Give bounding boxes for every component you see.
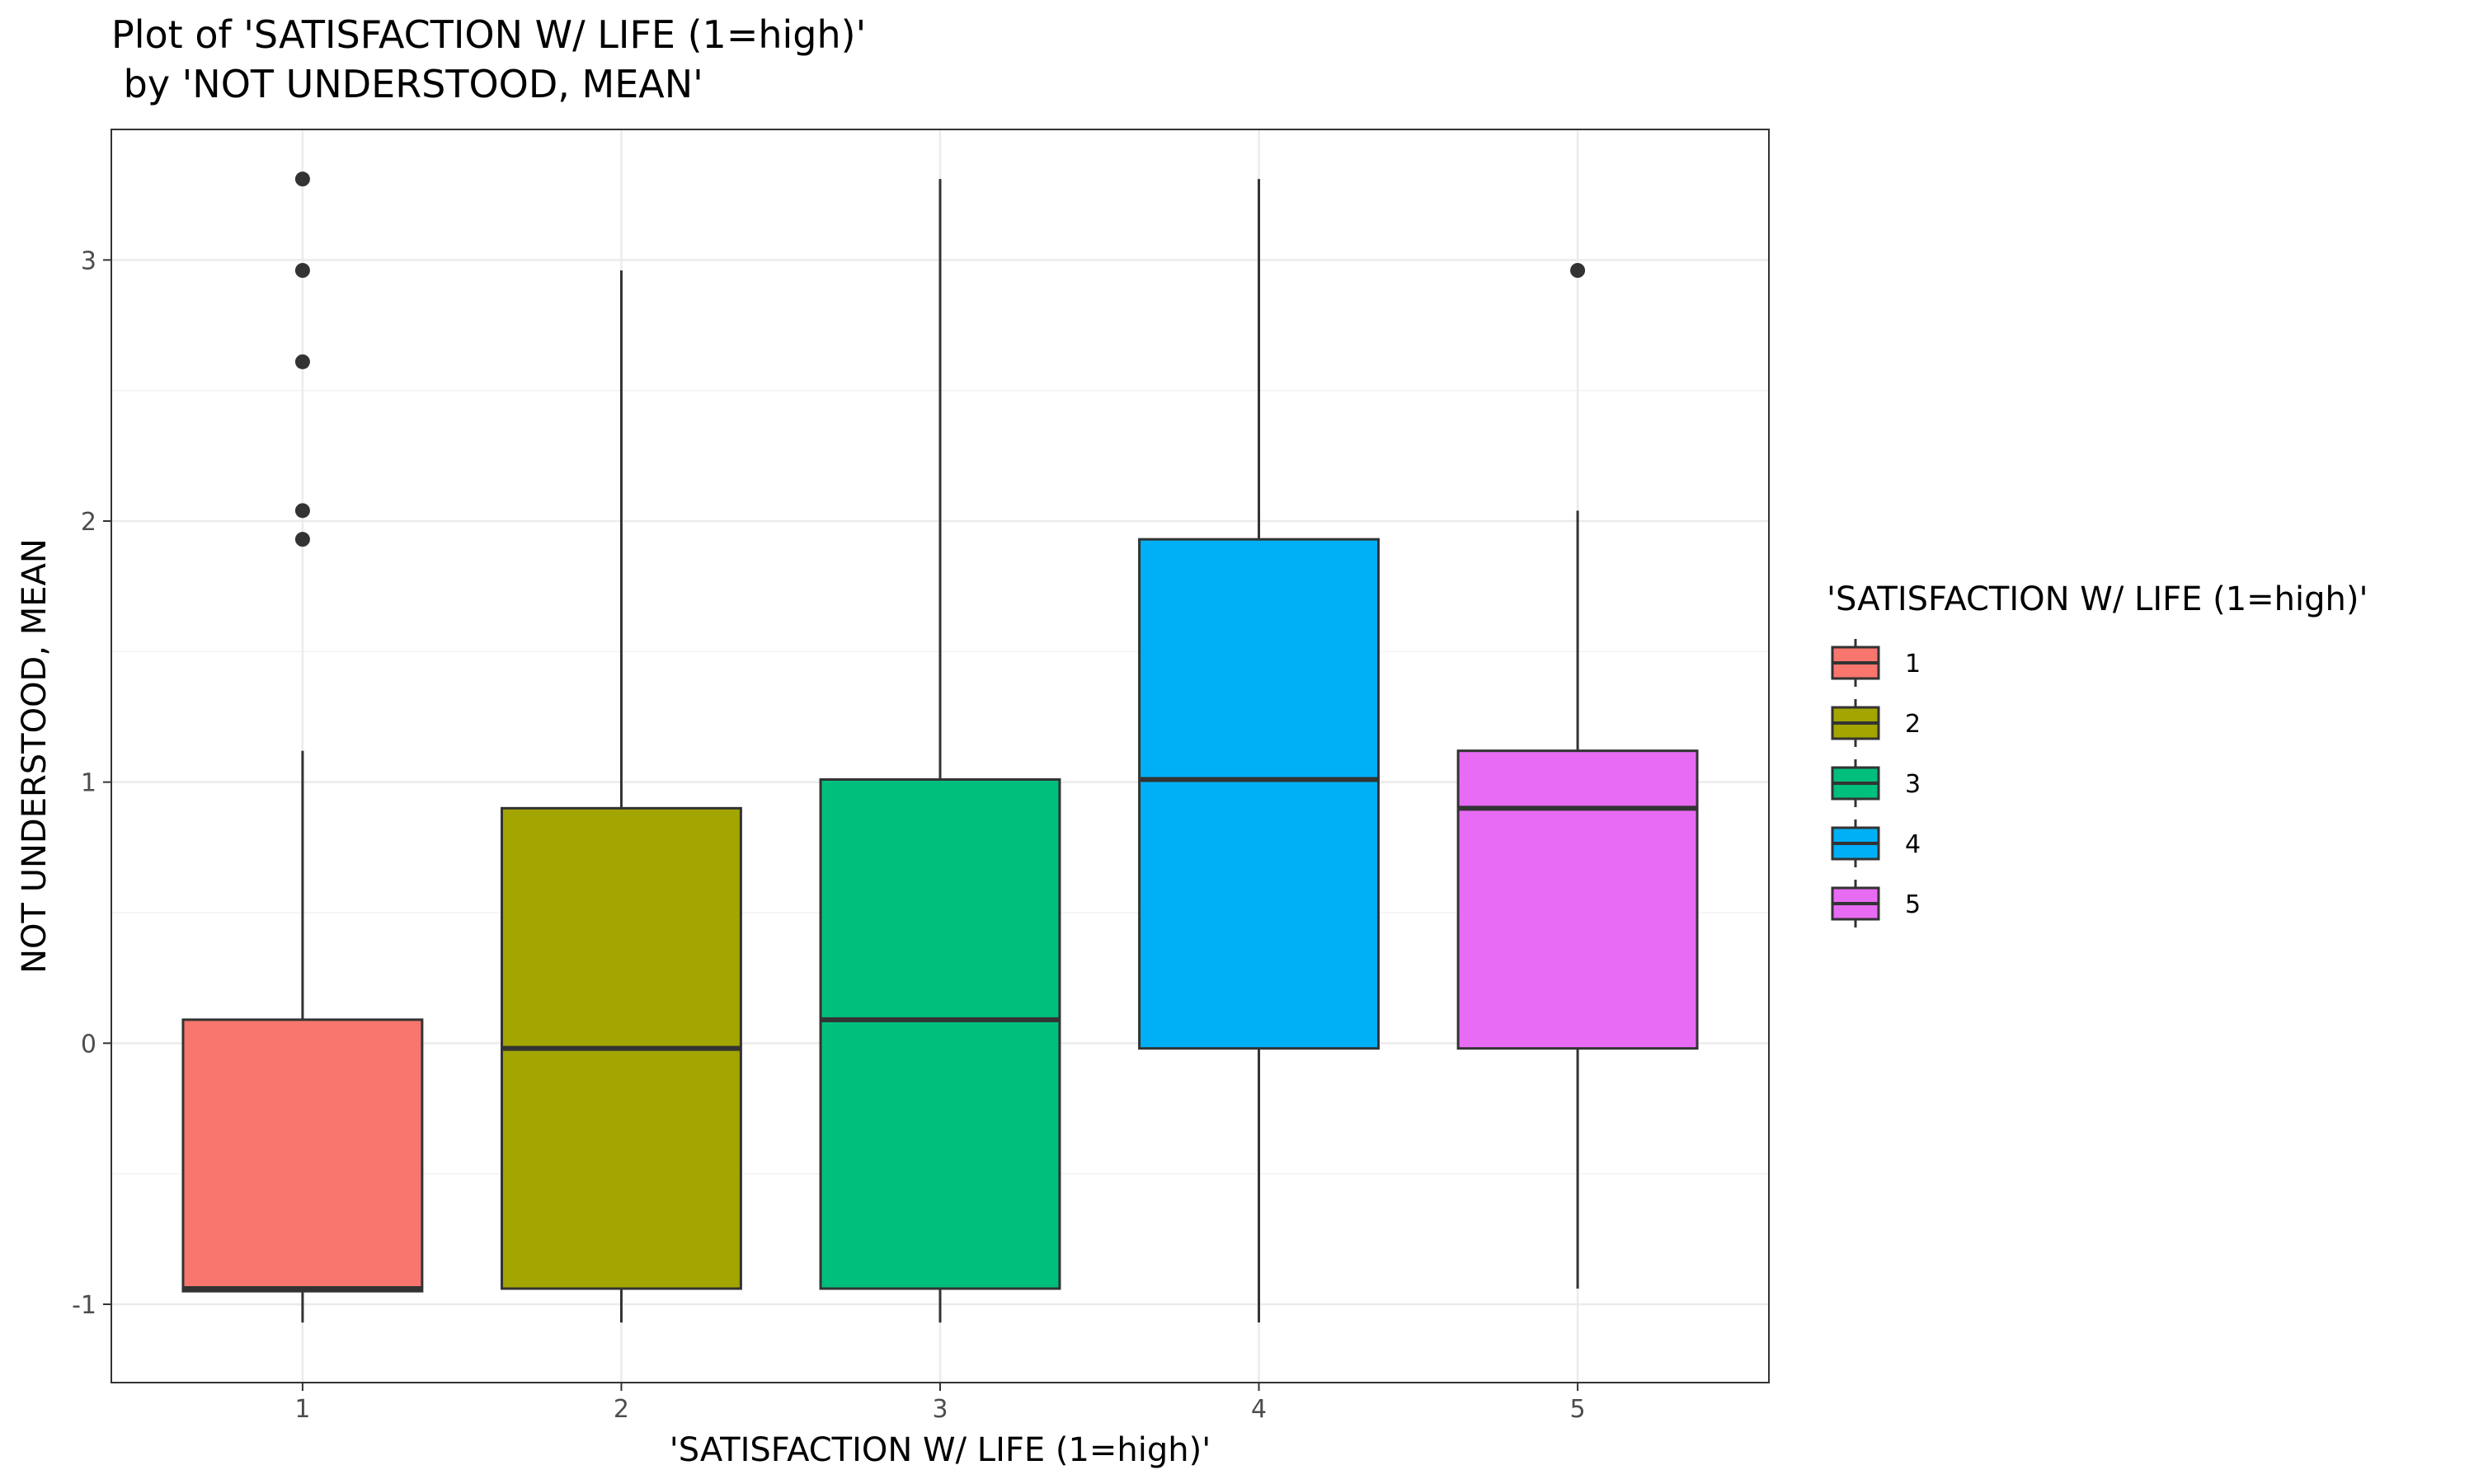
box-group [819, 179, 1061, 1323]
outlier-point [294, 263, 310, 278]
legend-key: 2 [1831, 699, 1921, 747]
y-axis-title: NOT UNDERSTOOD, MEAN [16, 538, 54, 974]
outlier-point [1570, 263, 1586, 278]
x-tick-label: 3 [932, 1395, 948, 1424]
chart-title-line-1: Plot of 'SATISFACTION W/ LIFE (1=high)' [111, 12, 866, 57]
legend-title: 'SATISFACTION W/ LIFE (1=high)' [1827, 580, 2368, 618]
outlier-point [294, 354, 310, 369]
legend-keys: 1 2 3 4 5 [1831, 639, 1921, 928]
box-iqr [1456, 749, 1699, 1050]
x-tick-label: 1 [294, 1395, 310, 1424]
legend: 'SATISFACTION W/ LIFE (1=high)' 1 2 3 4 5 [1827, 580, 2368, 928]
legend-key: 5 [1831, 880, 1921, 928]
y-tick-label: 0 [81, 1030, 96, 1059]
legend-key-label: 4 [1905, 830, 1921, 859]
legend-key-label: 2 [1905, 710, 1921, 739]
y-axis: -1 0 1 2 3 [72, 247, 111, 1320]
legend-key: 3 [1831, 759, 1921, 807]
x-tick-label: 5 [1570, 1395, 1586, 1424]
box-group [1456, 263, 1699, 1289]
y-tick-label: 3 [81, 247, 96, 275]
boxes [181, 171, 1699, 1323]
outlier-point [294, 532, 310, 547]
legend-key-label: 1 [1905, 650, 1921, 679]
legend-key: 4 [1831, 819, 1921, 867]
box-iqr [1138, 538, 1380, 1050]
legend-key: 1 [1831, 639, 1921, 687]
outlier-point [294, 171, 310, 187]
y-tick-label: 1 [81, 769, 96, 798]
chart-title-line-2: by 'NOT UNDERSTOOD, MEAN' [111, 62, 703, 106]
box-group [181, 171, 424, 1323]
box-iqr [819, 778, 1061, 1290]
x-axis-title: 'SATISFACTION W/ LIFE (1=high)' [670, 1431, 1211, 1469]
box-group [1138, 179, 1380, 1323]
x-tick-label: 4 [1251, 1395, 1267, 1424]
box-group [501, 270, 742, 1323]
y-tick-label: -1 [72, 1291, 96, 1320]
box-iqr [181, 1018, 424, 1293]
legend-key-label: 5 [1905, 890, 1921, 919]
legend-key-label: 3 [1905, 770, 1921, 799]
outlier-point [294, 503, 310, 519]
x-tick-label: 2 [614, 1395, 629, 1424]
x-axis: 1 2 3 4 5 [294, 1383, 1586, 1424]
y-tick-label: 2 [81, 508, 96, 537]
